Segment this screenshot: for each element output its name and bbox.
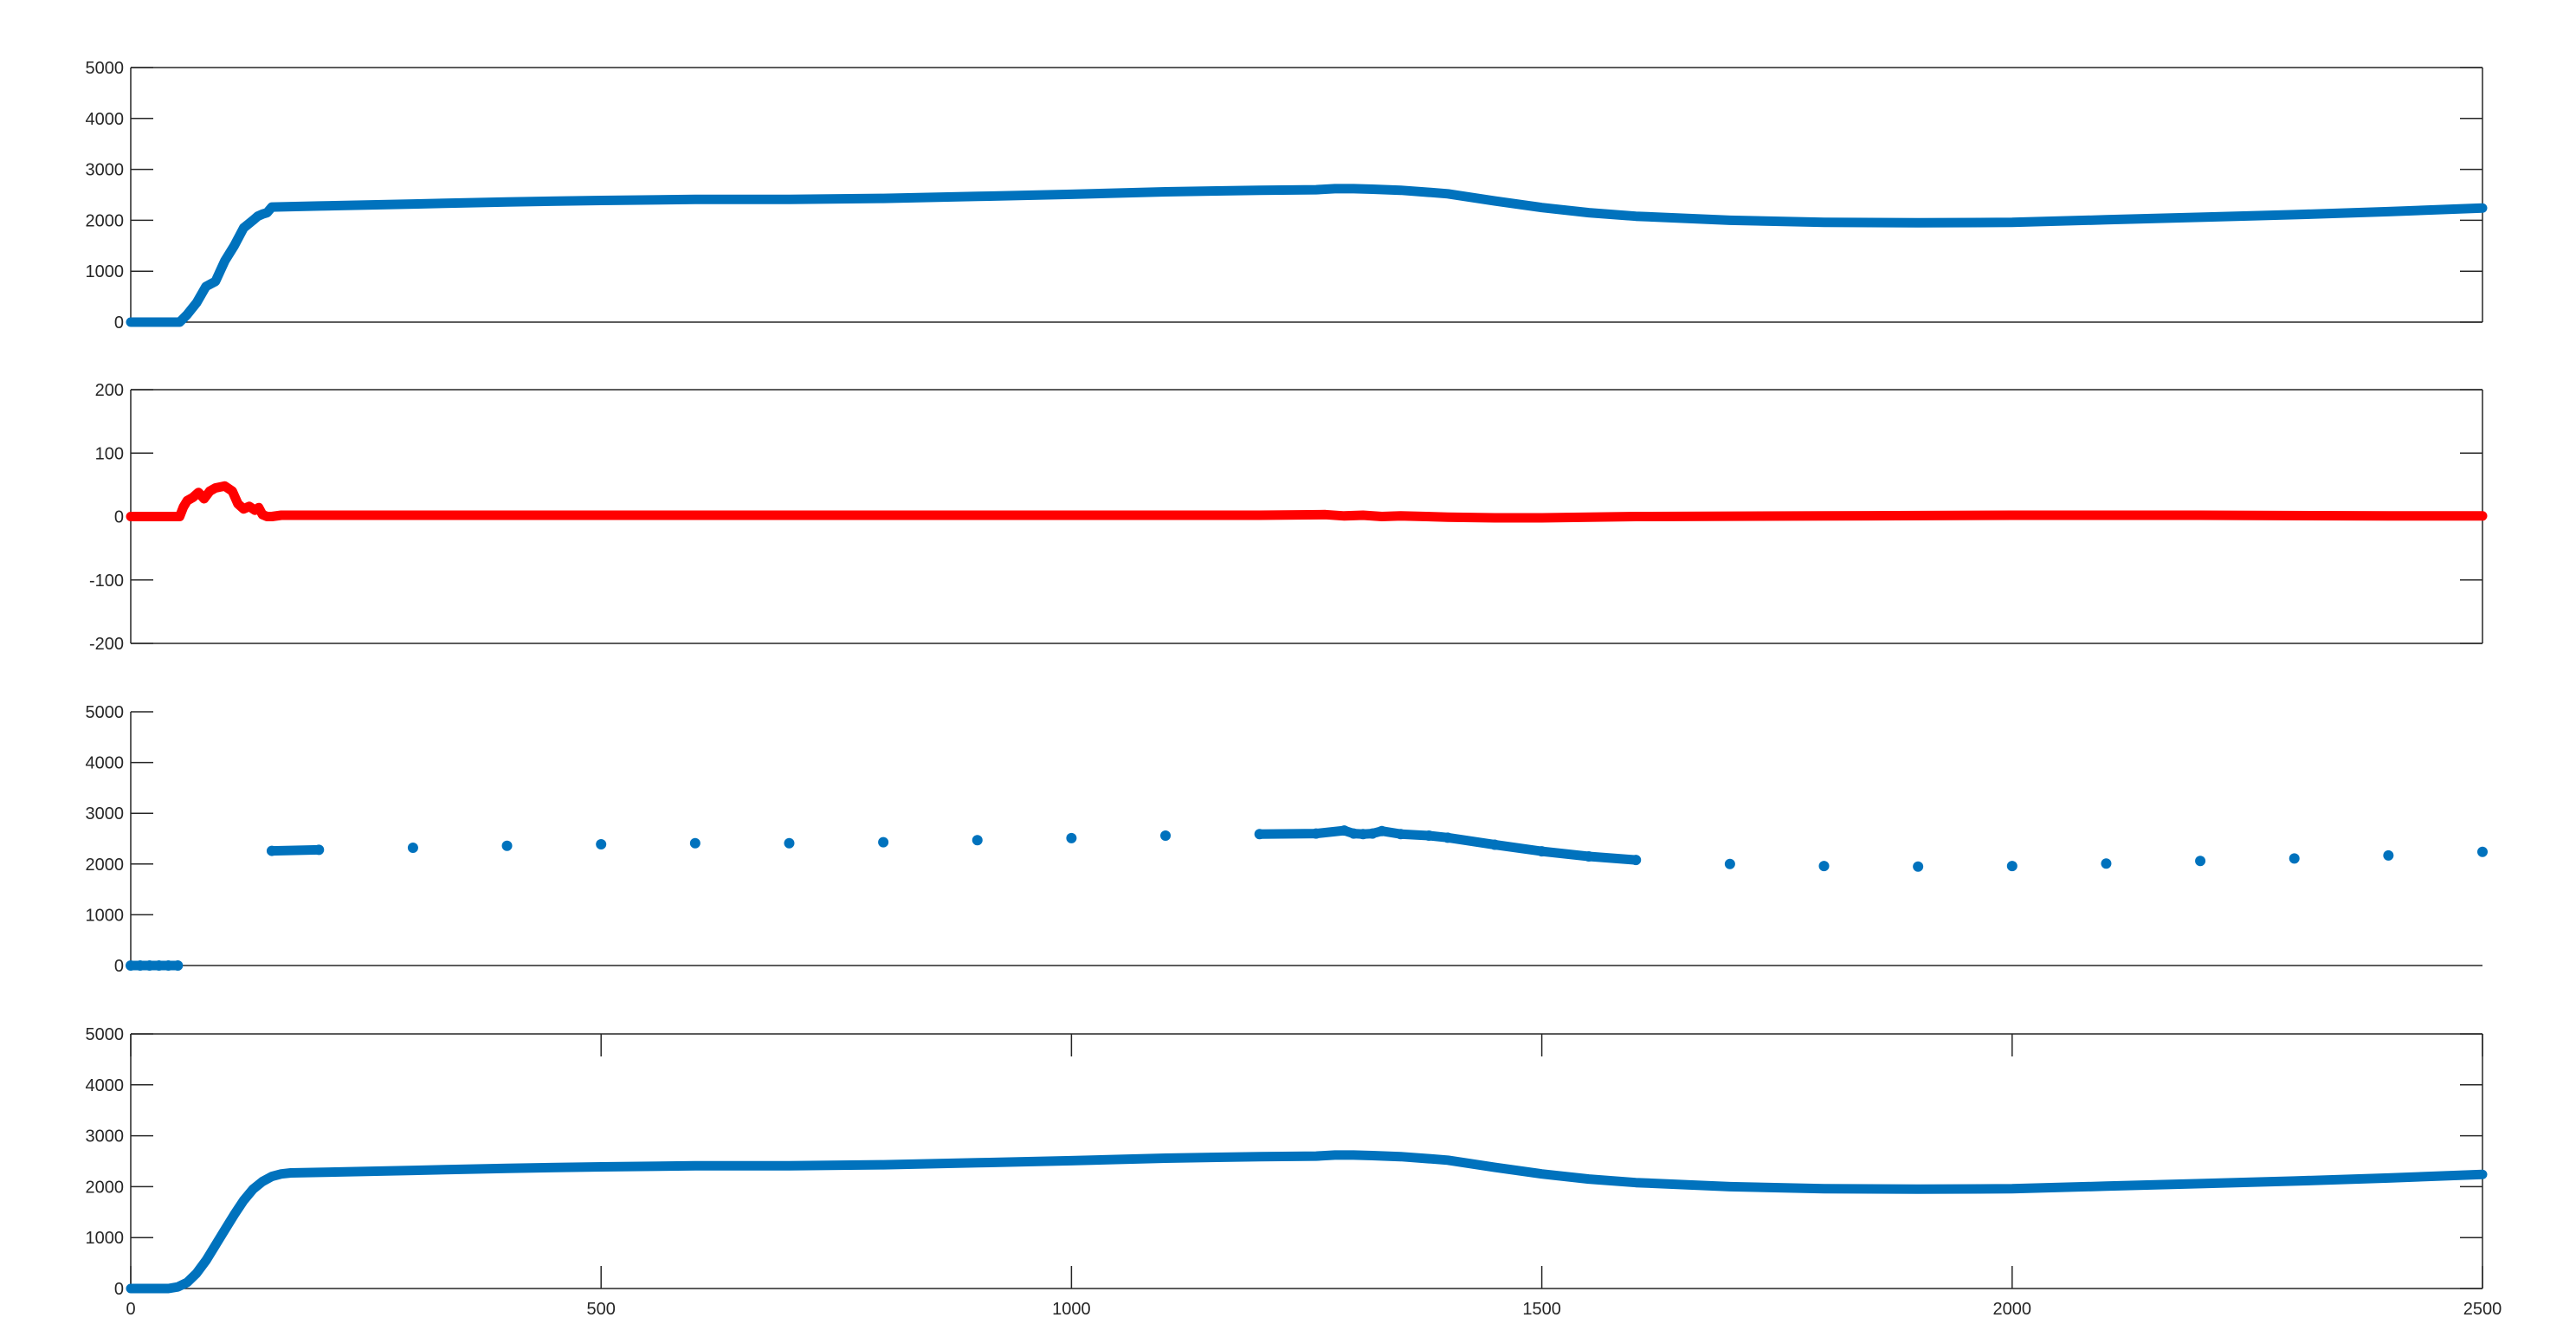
data-point bbox=[2477, 846, 2488, 857]
series-line bbox=[126, 1150, 2488, 1294]
y-tick-label: 0 bbox=[114, 508, 124, 527]
series-line bbox=[126, 481, 2488, 523]
y-tick-label: 0 bbox=[114, 957, 124, 976]
data-point bbox=[266, 845, 277, 856]
y-tick-label: 3000 bbox=[86, 1127, 125, 1146]
data-point bbox=[2101, 858, 2112, 869]
data-point bbox=[2195, 856, 2206, 867]
y-tick-label: 4000 bbox=[86, 110, 125, 129]
y-tick-label: 0 bbox=[114, 1280, 124, 1299]
y-tick-label: 1000 bbox=[86, 906, 125, 925]
data-point bbox=[1913, 861, 1924, 872]
y-tick-label: 1000 bbox=[86, 262, 125, 281]
x-tick-label: 500 bbox=[587, 1300, 616, 1319]
y-tick-label: 2000 bbox=[86, 211, 125, 230]
x-tick-label: 2500 bbox=[2463, 1300, 2502, 1319]
subplot-3: 0 1000 2000 3000 4000 5000 bbox=[86, 703, 2489, 976]
data-point bbox=[1818, 861, 1830, 872]
y-tick-label: 4000 bbox=[86, 1076, 125, 1095]
data-point bbox=[172, 960, 184, 971]
y-tick-label: 5000 bbox=[86, 703, 125, 722]
subplot-2: -200 -100 0 100 200 bbox=[89, 381, 2488, 654]
data-point bbox=[1160, 830, 1172, 841]
data-point bbox=[501, 840, 513, 851]
data-point bbox=[134, 960, 145, 971]
y-tick-label: 3000 bbox=[86, 804, 125, 824]
data-point bbox=[407, 843, 418, 854]
x-tick-label: 1000 bbox=[1052, 1300, 1091, 1319]
subplot-4: 0 1000 2000 3000 4000 5000 0 500 1000 1500 2000 250… bbox=[86, 1025, 2502, 1319]
data-point bbox=[144, 960, 155, 971]
subplot-1: 0 1000 2000 3000 4000 5000 bbox=[86, 59, 2488, 333]
y-tick-label: 5000 bbox=[86, 59, 125, 78]
data-point bbox=[163, 960, 174, 971]
data-point bbox=[1254, 829, 1265, 840]
y-tick-label: 3000 bbox=[86, 161, 125, 180]
data-point bbox=[784, 837, 795, 849]
y-tick-label: 100 bbox=[95, 444, 124, 463]
data-point bbox=[2006, 861, 2018, 872]
data-point bbox=[878, 836, 889, 848]
y-tick-label: 2000 bbox=[86, 1178, 125, 1197]
x-tick-label: 2000 bbox=[1993, 1300, 2032, 1319]
y-tick-label: 5000 bbox=[86, 1025, 125, 1044]
series-line bbox=[126, 184, 2488, 327]
data-point bbox=[1066, 832, 1077, 843]
data-point bbox=[972, 835, 983, 846]
data-point bbox=[1630, 855, 1642, 866]
data-point bbox=[313, 844, 325, 856]
y-tick-label: 1000 bbox=[86, 1229, 125, 1248]
data-point bbox=[153, 960, 165, 971]
y-tick-label: -100 bbox=[89, 572, 124, 591]
x-tick-label: 0 bbox=[126, 1300, 135, 1319]
data-point bbox=[596, 838, 607, 849]
y-tick-label: -200 bbox=[89, 635, 124, 654]
y-tick-label: 200 bbox=[95, 381, 124, 400]
y-tick-label: 0 bbox=[114, 313, 124, 333]
data-point bbox=[2289, 853, 2300, 864]
data-point bbox=[1724, 858, 1735, 869]
y-tick-label: 2000 bbox=[86, 856, 125, 875]
series-points bbox=[126, 825, 2488, 971]
y-tick-label: 4000 bbox=[86, 754, 125, 773]
data-point bbox=[2383, 849, 2394, 861]
data-point bbox=[689, 837, 700, 849]
x-tick-label: 1500 bbox=[1522, 1300, 1561, 1319]
